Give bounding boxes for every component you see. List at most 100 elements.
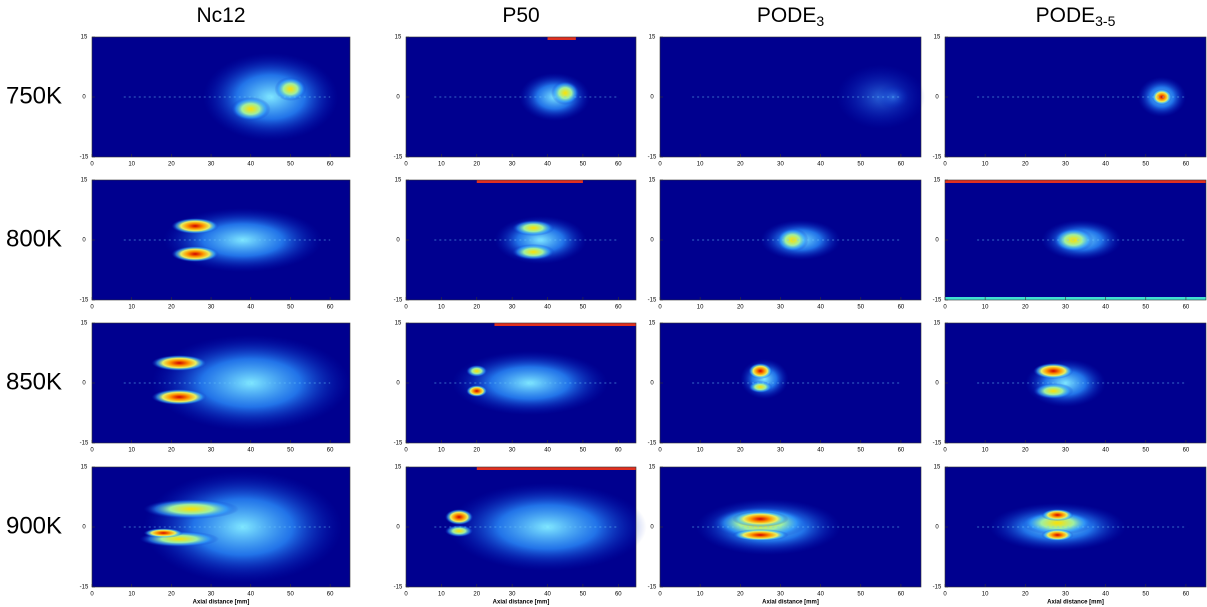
x-tick-label: 20 [473, 162, 480, 168]
signal-blob [171, 218, 219, 234]
x-tick-label: 50 [1142, 592, 1149, 598]
x-tick-label: 60 [615, 592, 622, 598]
x-tick-label: 10 [982, 305, 989, 311]
x-tick-label: 10 [438, 162, 445, 168]
signal-blob [445, 525, 473, 537]
signal-blob [163, 208, 322, 272]
row-label: 850K [6, 368, 62, 395]
x-tick-label: 40 [1102, 305, 1109, 311]
x-tick-label: 30 [1062, 305, 1069, 311]
column-header: Nc12 [196, 4, 245, 27]
x-tick-label: 60 [327, 162, 334, 168]
y-tick-label: -15 [394, 585, 403, 591]
y-tick-label: -15 [394, 298, 403, 304]
x-tick-label: 40 [544, 592, 551, 598]
x-tick-label: 30 [777, 448, 784, 454]
panel [945, 180, 1206, 300]
x-tick-label: 60 [898, 305, 905, 311]
x-tick-label: 20 [1022, 448, 1029, 454]
x-tick-label: 50 [287, 162, 294, 168]
y-tick-label: -15 [933, 155, 942, 161]
x-tick-label: 60 [898, 448, 905, 454]
x-tick-label: 30 [509, 162, 516, 168]
x-tick-label: 0 [404, 592, 408, 598]
x-tick-label: 50 [857, 448, 864, 454]
x-tick-label: 10 [128, 448, 135, 454]
x-tick-label: 60 [1183, 162, 1190, 168]
column-header-text: PODE [757, 4, 817, 27]
panel [945, 37, 1206, 157]
signal-blob [748, 363, 772, 379]
x-tick-label: 0 [90, 448, 94, 454]
x-tick-label: 30 [777, 305, 784, 311]
panel-background [660, 323, 921, 443]
column-header-text: PODE [1036, 4, 1096, 27]
row-label: 800K [6, 225, 62, 252]
x-tick-label: 50 [580, 448, 587, 454]
y-tick-label: 15 [649, 321, 656, 327]
y-tick-label: 0 [396, 381, 400, 387]
signal-blob [732, 529, 788, 541]
x-tick-label: 0 [943, 162, 947, 168]
signal-blob [152, 389, 208, 405]
signal-blob [732, 511, 788, 527]
x-tick-label: 40 [1102, 162, 1109, 168]
x-tick-label: 20 [1022, 592, 1029, 598]
x-tick-label: 0 [90, 305, 94, 311]
x-tick-label: 10 [697, 592, 704, 598]
x-tick-label: 50 [857, 592, 864, 598]
y-tick-label: -15 [933, 585, 942, 591]
x-tick-label: 10 [128, 592, 135, 598]
panel [660, 323, 921, 443]
y-tick-label: 15 [395, 35, 402, 41]
x-tick-label: 30 [208, 448, 215, 454]
x-tick-label: 20 [1022, 162, 1029, 168]
y-tick-label: 0 [935, 525, 939, 531]
y-tick-label: 15 [395, 178, 402, 184]
y-tick-label: 15 [81, 35, 88, 41]
x-tick-label: 0 [404, 305, 408, 311]
column-header: P50 [502, 4, 539, 27]
x-tick-label: 40 [247, 592, 254, 598]
y-tick-label: -15 [80, 441, 89, 447]
signal-blob [445, 509, 473, 525]
x-tick-label: 0 [658, 305, 662, 311]
x-tick-label: 50 [580, 162, 587, 168]
x-tick-label: 0 [658, 448, 662, 454]
column-header-subscript: 3 [816, 13, 824, 29]
column-header-text: Nc12 [196, 4, 245, 27]
column-header-subscript: 3-5 [1095, 13, 1115, 29]
y-tick-label: 15 [81, 465, 88, 471]
panel [406, 37, 636, 157]
column-header-text: P50 [502, 4, 539, 27]
x-tick-label: 20 [473, 592, 480, 598]
x-tick-label: 40 [817, 162, 824, 168]
y-tick-label: 0 [650, 525, 654, 531]
y-tick-label: 15 [934, 35, 941, 41]
x-tick-label: 40 [544, 448, 551, 454]
x-tick-label: 40 [544, 305, 551, 311]
y-tick-label: -15 [933, 298, 942, 304]
x-tick-label: 60 [898, 592, 905, 598]
x-tick-label: 50 [580, 592, 587, 598]
x-tick-label: 40 [247, 305, 254, 311]
x-tick-label: 20 [737, 448, 744, 454]
y-tick-label: -15 [648, 298, 657, 304]
x-tick-label: 20 [737, 305, 744, 311]
y-tick-label: 0 [82, 95, 86, 101]
y-tick-label: 15 [934, 321, 941, 327]
panel [406, 180, 636, 300]
y-tick-label: 0 [650, 95, 654, 101]
x-tick-label: 50 [287, 448, 294, 454]
x-tick-label: 30 [208, 162, 215, 168]
x-tick-label: 30 [1062, 592, 1069, 598]
x-tick-label: 60 [327, 305, 334, 311]
y-tick-label: -15 [80, 585, 89, 591]
x-tick-label: 20 [168, 162, 175, 168]
x-tick-label: 10 [438, 305, 445, 311]
x-tick-label: 40 [1102, 592, 1109, 598]
panel [92, 323, 350, 443]
x-tick-label: 20 [473, 305, 480, 311]
y-tick-label: 0 [935, 381, 939, 387]
x-tick-label: 10 [982, 592, 989, 598]
